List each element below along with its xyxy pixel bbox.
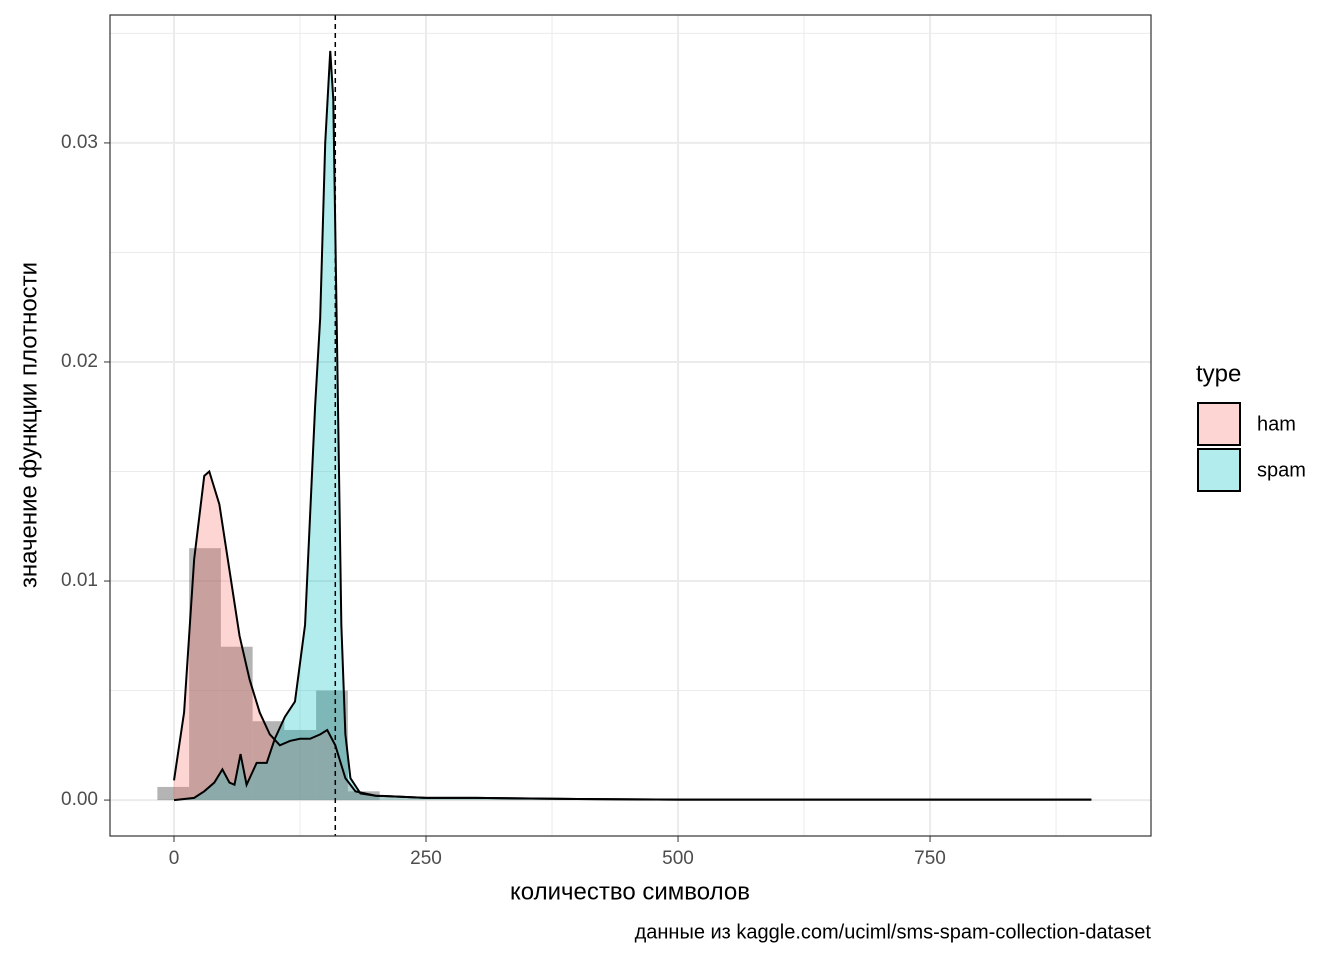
legend-key-bg [1198,403,1240,445]
histogram-bar [157,786,190,801]
histogram-bar [189,548,221,801]
density-area [174,471,1092,801]
y-tick-label: 0.02 [61,351,98,372]
legend-label: ham [1257,413,1296,435]
legend-label: spam [1257,459,1306,481]
x-tick-label: 250 [410,848,442,869]
y-tick-label: 0.00 [61,789,98,810]
density-line [173,50,1092,802]
histogram-bar [316,690,348,801]
y-tick-label: 0.03 [61,132,98,153]
legend-key [1197,402,1241,446]
x-tick-label: 0 [169,848,180,869]
x-axis-title: количество символов [510,878,750,905]
legend-key-bg [1198,449,1240,491]
legend-title: type [1196,360,1241,387]
legend-key [1197,448,1241,492]
x-tick-label: 750 [914,848,946,869]
panel-background [110,15,1151,836]
y-axis-title: значение функции плотности [15,262,42,588]
panel-border [109,14,1152,837]
caption: данные из kaggle.com/uciml/sms-spam-coll… [635,921,1152,943]
y-tick-label: 0.01 [61,570,98,591]
histogram-bar [347,791,380,801]
x-tick-label: 500 [662,848,694,869]
